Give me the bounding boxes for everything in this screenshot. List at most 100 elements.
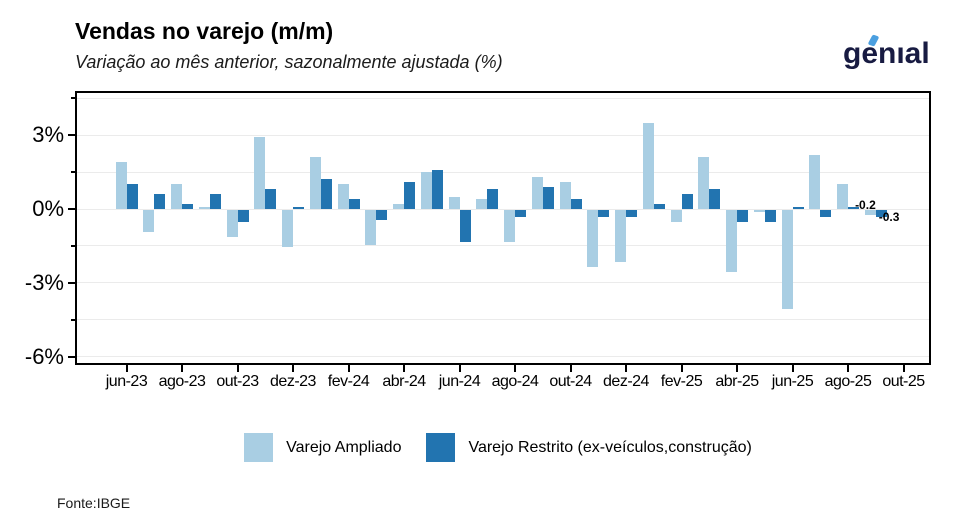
bar-restrito-set-23 xyxy=(209,194,221,209)
y-axis-minor-tick xyxy=(71,97,75,99)
y-axis-label: -6% xyxy=(24,343,64,369)
x-axis-label: fev-24 xyxy=(327,373,370,390)
bar-ampliado-fev-25 xyxy=(670,210,682,223)
gridline xyxy=(77,134,929,136)
bar-ampliado-nov-24 xyxy=(587,210,599,267)
bar-restrito-set-24 xyxy=(542,186,554,209)
bar-ampliado-dez-24 xyxy=(615,210,626,262)
bar-ampliado-jan-25 xyxy=(642,122,654,209)
bar-restrito-ago-25 xyxy=(848,206,859,209)
x-axis-label: dez-23 xyxy=(270,373,316,390)
genial-logo-text: genıal xyxy=(843,37,930,70)
bar-restrito-mar-24 xyxy=(376,210,388,220)
y-axis-minor-tick xyxy=(71,318,75,321)
legend-label-ampliado: Varejo Ampliado xyxy=(286,438,402,456)
bar-ampliado-set-25 xyxy=(864,210,876,215)
x-axis-tick xyxy=(680,365,683,372)
source-note: Fonte:IBGE xyxy=(57,495,131,511)
gridline xyxy=(77,97,929,99)
x-axis-label: out-25 xyxy=(882,373,925,390)
y-axis-major-tick xyxy=(68,208,75,210)
annotation-ampliado: -0.2 xyxy=(855,198,876,212)
bar-ampliado-set-24 xyxy=(531,176,543,209)
bar-restrito-jul-25 xyxy=(820,210,832,218)
gridline xyxy=(77,208,929,210)
bar-ampliado-jul-25 xyxy=(809,154,821,209)
bar-restrito-set-25 xyxy=(875,210,887,218)
gridline xyxy=(77,171,929,173)
x-axis-label: abr-25 xyxy=(715,373,759,390)
bar-restrito-dez-23 xyxy=(293,206,304,209)
bar-restrito-jul-24 xyxy=(487,189,499,209)
bar-ampliado-set-23 xyxy=(198,206,210,209)
y-axis-label: 3% xyxy=(32,122,64,147)
bar-restrito-fev-24 xyxy=(348,199,360,209)
legend-item-ampliado: Varejo Ampliado xyxy=(244,433,401,462)
x-axis-tick xyxy=(847,365,849,372)
plot-area xyxy=(75,91,931,365)
bar-ampliado-out-24 xyxy=(559,181,571,209)
gridline xyxy=(77,319,929,321)
x-axis-label: ago-25 xyxy=(824,373,872,390)
bar-restrito-jul-23 xyxy=(154,194,166,209)
bar-restrito-jun-25 xyxy=(792,206,804,209)
bar-restrito-abr-25 xyxy=(737,210,748,223)
bar-ampliado-jun-25 xyxy=(781,210,793,309)
x-axis-label: out-23 xyxy=(216,373,259,390)
bar-restrito-fev-25 xyxy=(681,194,693,209)
y-axis-major-tick xyxy=(68,281,75,284)
bar-ampliado-abr-25 xyxy=(726,210,737,272)
x-axis-tick xyxy=(569,365,572,372)
bar-ampliado-ago-24 xyxy=(504,210,515,243)
legend: Varejo Ampliado Varejo Restrito (ex-veíc… xyxy=(20,433,956,462)
x-axis-label: abr-24 xyxy=(382,373,426,390)
bar-restrito-dez-24 xyxy=(626,210,637,218)
x-axis-label: dez-24 xyxy=(603,373,649,390)
x-axis-label: ago-24 xyxy=(491,373,539,390)
x-axis-label: out-24 xyxy=(549,373,592,390)
x-axis-tick xyxy=(458,365,461,372)
x-axis-label: ago-23 xyxy=(158,373,206,390)
bar-ampliado-jan-24 xyxy=(309,157,321,209)
y-axis-minor-tick xyxy=(71,171,75,173)
bar-ampliado-dez-23 xyxy=(282,210,293,247)
gridline xyxy=(77,282,929,284)
bar-restrito-jun-23 xyxy=(126,184,138,209)
x-axis-tick xyxy=(292,365,294,372)
x-axis-tick xyxy=(902,365,905,372)
bar-restrito-jan-24 xyxy=(320,179,332,209)
gridline xyxy=(77,356,929,358)
y-axis-minor-tick xyxy=(71,244,75,247)
genial-logo: genıal xyxy=(843,34,943,74)
x-axis-tick xyxy=(736,365,738,372)
y-axis-major-tick xyxy=(68,355,75,358)
x-axis-tick xyxy=(236,365,239,372)
bar-ampliado-jul-24 xyxy=(476,199,488,209)
bar-restrito-ago-24 xyxy=(515,210,526,218)
bar-ampliado-mar-24 xyxy=(365,210,377,245)
x-axis-tick xyxy=(125,365,128,372)
gridline xyxy=(77,245,929,247)
bar-restrito-mai-25 xyxy=(764,210,776,223)
bar-restrito-jun-24 xyxy=(459,210,471,243)
bar-ampliado-jun-24 xyxy=(448,196,460,209)
annotation-restrito: -0.3 xyxy=(878,210,900,224)
y-axis-label: 0% xyxy=(32,196,64,221)
x-axis-tick xyxy=(347,365,350,372)
bar-ampliado-ago-23 xyxy=(171,184,182,209)
bar-ampliado-abr-24 xyxy=(393,204,404,209)
bar-restrito-nov-24 xyxy=(598,210,610,218)
legend-swatch-restrito xyxy=(426,433,456,462)
bar-restrito-mar-25 xyxy=(709,189,721,209)
bar-restrito-nov-23 xyxy=(265,189,277,209)
legend-label-restrito: Varejo Restrito (ex-veículos,construção) xyxy=(468,438,752,456)
bar-restrito-jan-25 xyxy=(653,204,665,209)
y-axis-major-tick xyxy=(68,134,75,136)
x-axis-tick xyxy=(514,365,516,372)
plot-canvas xyxy=(77,93,929,363)
bar-restrito-abr-24 xyxy=(404,181,415,209)
legend-item-restrito: Varejo Restrito (ex-veículos,construção) xyxy=(426,433,752,462)
x-axis-label: jun-24 xyxy=(438,373,481,390)
legend-swatch-ampliado xyxy=(244,433,274,462)
